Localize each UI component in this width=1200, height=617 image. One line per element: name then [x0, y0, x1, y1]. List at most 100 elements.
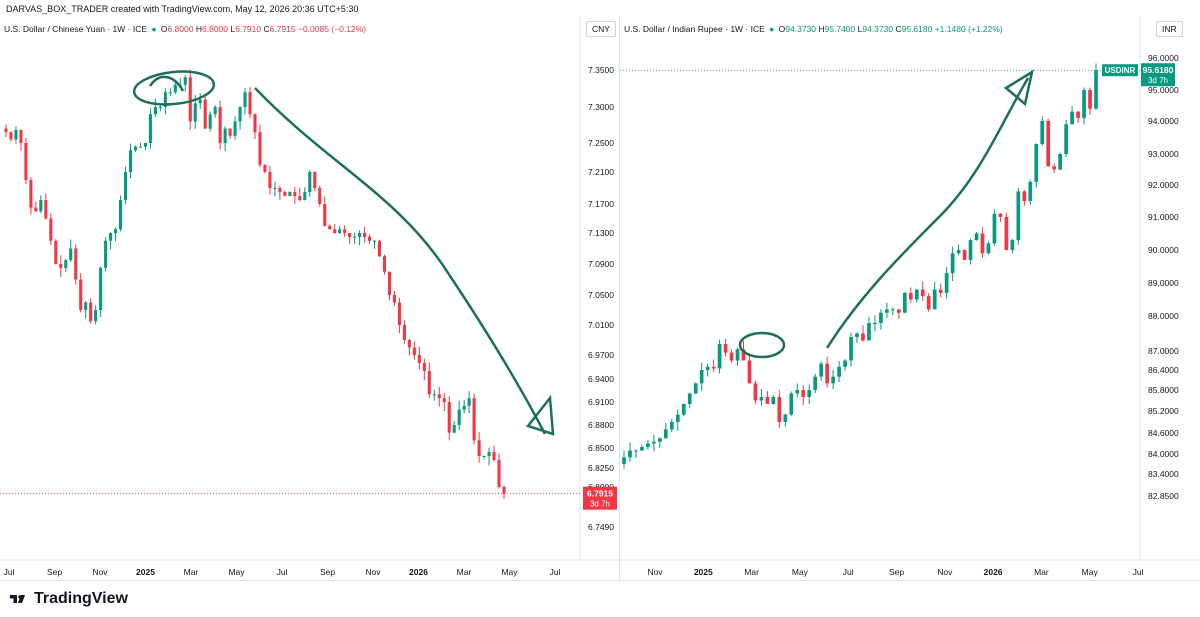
- candle-body: [64, 260, 68, 268]
- candle-body: [819, 363, 824, 377]
- candle-body: [59, 264, 63, 268]
- currency-unit-button[interactable]: CNY: [586, 21, 616, 37]
- candle: [203, 94, 207, 129]
- candle: [99, 266, 103, 317]
- x-tick-label: 2026: [409, 567, 428, 577]
- candle-body: [462, 405, 466, 410]
- symbol-label: USDINR: [1105, 66, 1136, 75]
- status-dot: ●: [769, 24, 775, 34]
- candle-body: [109, 233, 113, 241]
- candle-body: [777, 397, 782, 422]
- candle-body: [497, 460, 501, 487]
- candle: [328, 224, 332, 230]
- source-label: ICE: [132, 24, 148, 34]
- candle: [717, 339, 722, 374]
- candle-body: [735, 349, 740, 361]
- candle-body: [243, 92, 247, 107]
- candle: [771, 394, 776, 405]
- candle-body: [153, 107, 157, 115]
- tradingview-logo[interactable]: TradingView: [10, 590, 128, 608]
- candle-body: [753, 383, 758, 401]
- candle: [801, 385, 806, 406]
- candle: [198, 92, 202, 109]
- candle: [855, 332, 859, 344]
- candle-body: [367, 236, 372, 241]
- candle: [183, 74, 187, 92]
- x-tick-label: 2026: [984, 567, 1003, 577]
- x-tick-label: May: [1082, 567, 1099, 577]
- candle: [467, 391, 471, 414]
- candle: [303, 187, 307, 201]
- x-tick-label: Mar: [457, 567, 472, 577]
- high-value: 6.8000: [202, 24, 229, 34]
- candle: [313, 171, 317, 192]
- candle-body: [363, 233, 367, 237]
- candle: [759, 389, 764, 406]
- candle: [223, 126, 227, 152]
- annotation-stroke: [148, 75, 185, 92]
- candle-body: [687, 393, 692, 404]
- y-tick-label: 91.0000: [1148, 212, 1179, 222]
- open-value: 94.3730: [785, 24, 817, 34]
- candle-body: [717, 344, 722, 369]
- usdcny-panel[interactable]: U.S. Dollar / Chinese Yuan · 1W · ICE ● …: [0, 16, 619, 580]
- candle-body: [938, 289, 943, 293]
- interval-label[interactable]: 1W: [112, 24, 126, 34]
- candle: [94, 305, 98, 325]
- candle-body: [432, 394, 436, 396]
- candle-body: [173, 84, 177, 93]
- candle: [14, 126, 18, 144]
- usdinr-panel[interactable]: U.S. Dollar / Indian Rupee · 1W · ICE ● …: [620, 16, 1200, 580]
- x-tick-label: Jul: [1133, 567, 1144, 577]
- candle: [213, 105, 217, 118]
- usdinr-chart-canvas[interactable]: 96.0000 95.0000 94.0000 93.0000 92.0000 91.00…: [620, 16, 1200, 580]
- candle-body: [879, 312, 883, 323]
- candle-body: [492, 452, 496, 460]
- candle: [343, 225, 347, 237]
- currency-unit-button[interactable]: INR: [1156, 21, 1183, 37]
- y-tick-label: 85.2000: [1148, 406, 1179, 416]
- candle: [9, 131, 13, 142]
- candle-body: [397, 302, 401, 325]
- candle-body: [926, 296, 931, 310]
- y-tick-label: 7.2100: [588, 167, 614, 177]
- candle-body: [377, 240, 382, 257]
- candle: [1004, 212, 1009, 251]
- y-tick-label: 6.9100: [588, 397, 614, 407]
- candle: [84, 300, 88, 319]
- candle-body: [148, 114, 152, 143]
- candle-body: [69, 248, 73, 261]
- candle-body: [867, 323, 871, 341]
- panel-divider[interactable]: [619, 16, 620, 580]
- candle-body: [705, 366, 710, 370]
- candle: [447, 396, 451, 441]
- candle: [29, 177, 33, 215]
- y-tick-label: 84.0000: [1148, 449, 1179, 459]
- candle: [944, 267, 949, 299]
- high-value: 95.7400: [824, 24, 856, 34]
- candle: [807, 384, 812, 405]
- candle: [849, 332, 853, 367]
- candle: [492, 445, 496, 462]
- candle: [477, 432, 481, 463]
- symbol-label-box: [1102, 64, 1138, 77]
- candle-body: [962, 250, 967, 260]
- x-tick-label: Sep: [889, 567, 904, 577]
- candle-body: [652, 441, 656, 444]
- y-tick-label: 89.0000: [1148, 278, 1179, 288]
- candle-body: [258, 132, 262, 165]
- candle: [669, 418, 674, 433]
- candle-body: [313, 172, 317, 188]
- candle: [705, 363, 710, 377]
- candle-body: [248, 92, 252, 115]
- candle: [861, 325, 865, 342]
- candle: [273, 181, 277, 197]
- usdcny-chart-canvas[interactable]: 7.3500 7.3000 7.2500 7.2100 7.1700 7.1300 7.09…: [0, 16, 619, 580]
- downtrend-arrow: [254, 87, 547, 435]
- candle-body: [4, 128, 8, 133]
- candle: [382, 254, 387, 275]
- candle-body: [980, 233, 985, 254]
- last-price-label: 95.6180: [1143, 65, 1174, 75]
- interval-label[interactable]: 1W: [730, 24, 744, 34]
- candle-body: [208, 114, 212, 129]
